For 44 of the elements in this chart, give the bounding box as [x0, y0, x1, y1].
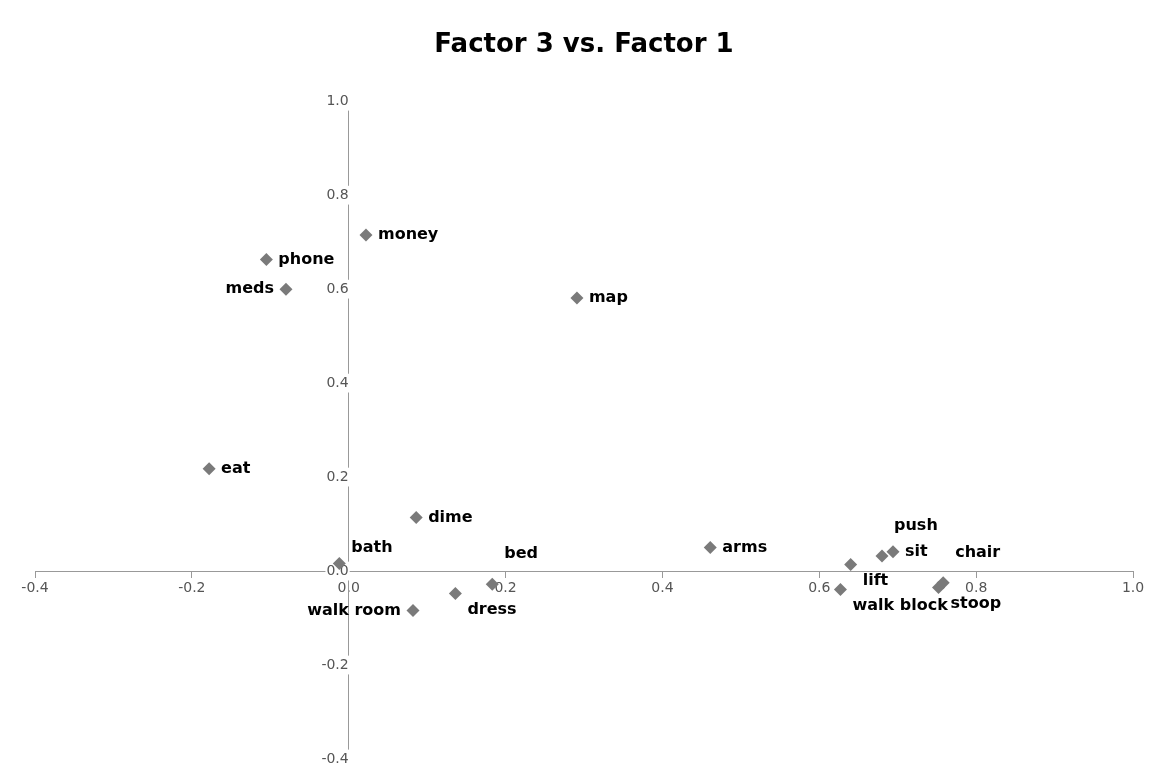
- point: [833, 582, 847, 596]
- annotation: chair: [955, 541, 1001, 561]
- y-tick-label: 1.0: [326, 91, 349, 108]
- y-tick-label: 0.6: [326, 279, 349, 296]
- annotation: money: [377, 224, 439, 244]
- annotation: walk room: [307, 599, 402, 619]
- y-tick-label: -0.4: [321, 749, 349, 766]
- point: [570, 291, 584, 305]
- x-tick-label: -0.2: [178, 579, 206, 596]
- point: [844, 557, 858, 571]
- point: [359, 228, 373, 242]
- annotation: bed: [504, 543, 538, 563]
- chart-title: Factor 3 vs. Factor 1: [434, 28, 734, 59]
- x-tick-label: -0.4: [21, 579, 49, 596]
- point: [406, 604, 420, 618]
- annotation: map: [588, 287, 628, 307]
- point: [703, 541, 717, 555]
- annotation: eat: [221, 457, 251, 477]
- annotation: bath: [351, 536, 393, 556]
- y-tick-label: 0.4: [326, 373, 349, 390]
- y-tick-label: 0.0: [326, 561, 349, 578]
- annotation: push: [894, 515, 938, 535]
- annotation: lift: [862, 569, 889, 589]
- x-tick-label: 0.6: [808, 579, 831, 596]
- annotation: dime: [428, 506, 473, 526]
- y-tick-label: 0.2: [326, 467, 349, 484]
- x-tick-label: 1.0: [1121, 579, 1145, 596]
- point: [875, 549, 889, 563]
- annotation: dress: [467, 598, 517, 618]
- annotation: sit: [905, 540, 929, 560]
- point: [409, 510, 423, 524]
- x-tick-label: 0.4: [651, 579, 674, 596]
- point: [202, 462, 216, 476]
- annotation: walk block: [852, 594, 949, 614]
- annotation: meds: [225, 278, 274, 298]
- point: [259, 253, 273, 267]
- point: [932, 581, 945, 594]
- point: [279, 282, 293, 296]
- y-tick-label: 0.8: [326, 185, 349, 202]
- point: [448, 587, 462, 601]
- annotation: arms: [722, 536, 768, 556]
- point: [886, 545, 900, 559]
- y-tick-label: -0.2: [321, 655, 349, 672]
- annotation: phone: [278, 248, 335, 268]
